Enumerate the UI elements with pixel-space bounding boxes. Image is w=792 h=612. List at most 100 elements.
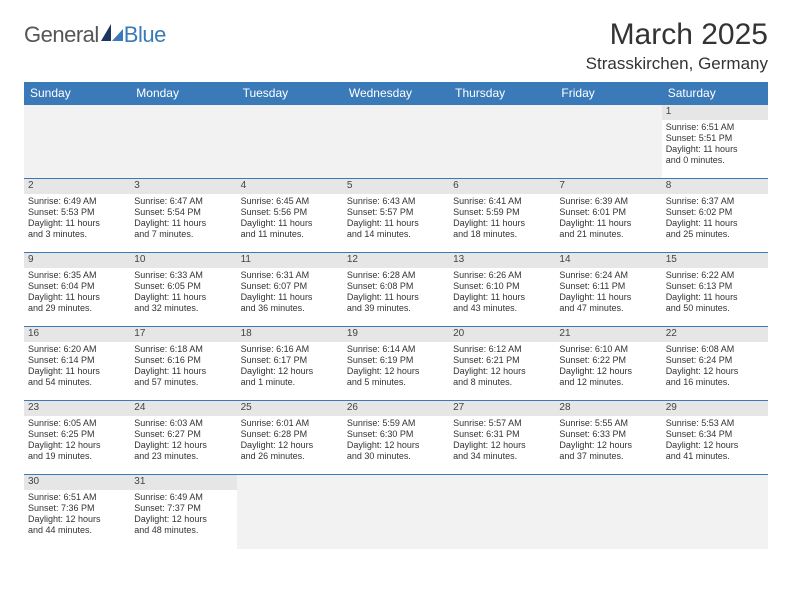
calendar-row: 2 Sunrise: 6:49 AMSunset: 5:53 PM Daylight… [24,179,768,253]
daylight-line: Daylight: 12 hours [453,440,551,451]
daylight-line: and 43 minutes. [453,303,551,314]
calendar-cell: 3Sunrise: 6:47 AMSunset: 5:54 PMDaylight… [130,179,236,253]
day-number: 13 [449,253,555,268]
daylight-line: and 3 minutes. [28,229,126,240]
daylight-line: Daylight: 12 hours [28,440,126,451]
sunset-line: Sunset: 6:27 PM [134,429,232,440]
calendar-row: 23Sunrise: 6:05 AMSunset: 6:25 PMDayligh… [24,401,768,475]
calendar-cell: 12Sunrise: 6:28 AMSunset: 6:08 PMDayligh… [343,253,449,327]
sunset-line: Sunset: 6:11 PM [559,281,657,292]
daylight-line: Daylight: 12 hours [28,514,126,525]
daylight-line: Daylight: 11 hours [134,366,232,377]
sunset-line: Sunset: 5:51 PM [666,133,764,144]
sunrise-line: Sunrise: 6:08 AM [666,344,764,355]
daylight-line: Daylight: 11 hours [666,218,764,229]
daylight-line: and 8 minutes. [453,377,551,388]
day-header: Tuesday [237,82,343,105]
sunset-line: Sunset: 6:05 PM [134,281,232,292]
calendar-cell-empty [343,475,449,549]
daylight-line: Daylight: 11 hours [347,218,445,229]
sunset-line: Sunset: 6:04 PM [28,281,126,292]
daylight-line: Daylight: 11 hours [666,144,764,155]
daylight-line: Daylight: 11 hours [559,292,657,303]
sunrise-line: Sunrise: 6:28 AM [347,270,445,281]
daylight-line: Daylight: 11 hours [241,292,339,303]
sunset-line: Sunset: 7:37 PM [134,503,232,514]
sunrise-line: Sunrise: 5:59 AM [347,418,445,429]
sunrise-line: Sunrise: 6:01 AM [241,418,339,429]
daylight-line: and 16 minutes. [666,377,764,388]
day-number: 30 [24,475,130,490]
sunset-line: Sunset: 6:07 PM [241,281,339,292]
sunset-line: Sunset: 6:19 PM [347,355,445,366]
calendar-cell: 9Sunrise: 6:35 AMSunset: 6:04 PMDaylight… [24,253,130,327]
daylight-line: Daylight: 11 hours [559,218,657,229]
sunset-line: Sunset: 5:53 PM [28,207,126,218]
daylight-line: Daylight: 12 hours [666,366,764,377]
sunset-line: Sunset: 6:28 PM [241,429,339,440]
brand-general: General [24,22,99,48]
sunrise-line: Sunrise: 6:20 AM [28,344,126,355]
sunset-line: Sunset: 5:56 PM [241,207,339,218]
daylight-line: and 29 minutes. [28,303,126,314]
sunrise-line: Sunrise: 6:37 AM [666,196,764,207]
daylight-line: and 47 minutes. [559,303,657,314]
title-block: March 2025 Strasskirchen, Germany [586,18,768,74]
daylight-line: Daylight: 12 hours [134,440,232,451]
calendar-cell-empty [237,105,343,179]
calendar-cell: 29Sunrise: 5:53 AMSunset: 6:34 PMDayligh… [662,401,768,475]
day-number: 1 [662,105,768,120]
day-number: 15 [662,253,768,268]
calendar-cell-empty [237,475,343,549]
calendar-row: 9Sunrise: 6:35 AMSunset: 6:04 PMDaylight… [24,253,768,327]
calendar-cell: 16Sunrise: 6:20 AMSunset: 6:14 PMDayligh… [24,327,130,401]
calendar-cell: 2Sunrise: 6:49 AMSunset: 5:53 PMDaylight… [24,179,130,253]
sunset-line: Sunset: 6:31 PM [453,429,551,440]
daylight-line: Daylight: 11 hours [134,292,232,303]
calendar-cell: 15Sunrise: 6:22 AMSunset: 6:13 PMDayligh… [662,253,768,327]
sunset-line: Sunset: 6:10 PM [453,281,551,292]
daylight-line: Daylight: 11 hours [453,292,551,303]
sunset-line: Sunset: 6:34 PM [666,429,764,440]
calendar-cell: 18Sunrise: 6:16 AMSunset: 6:17 PMDayligh… [237,327,343,401]
day-number: 6 [449,179,555,194]
day-number: 25 [237,401,343,416]
calendar-cell: 6Sunrise: 6:41 AMSunset: 5:59 PMDaylight… [449,179,555,253]
sunrise-line: Sunrise: 5:53 AM [666,418,764,429]
sunset-line: Sunset: 6:30 PM [347,429,445,440]
calendar-body: 1Sunrise: 6:51 AMSunset: 5:51 PMDaylight… [24,105,768,549]
calendar-cell-empty [555,105,661,179]
daylight-line: and 18 minutes. [453,229,551,240]
calendar-cell-empty [343,105,449,179]
day-number: 23 [24,401,130,416]
calendar-cell: 20Sunrise: 6:12 AMSunset: 6:21 PMDayligh… [449,327,555,401]
calendar-cell: 24Sunrise: 6:03 AMSunset: 6:27 PMDayligh… [130,401,236,475]
sunset-line: Sunset: 6:24 PM [666,355,764,366]
calendar-cell: 22Sunrise: 6:08 AMSunset: 6:24 PMDayligh… [662,327,768,401]
day-header-row: SundayMondayTuesdayWednesdayThursdayFrid… [24,82,768,105]
sunrise-line: Sunrise: 6:05 AM [28,418,126,429]
sunset-line: Sunset: 6:22 PM [559,355,657,366]
calendar-row: 16Sunrise: 6:20 AMSunset: 6:14 PMDayligh… [24,327,768,401]
day-number: 14 [555,253,661,268]
day-header: Thursday [449,82,555,105]
calendar-cell-empty [449,105,555,179]
sunrise-line: Sunrise: 5:57 AM [453,418,551,429]
day-number: 12 [343,253,449,268]
calendar-row: 1Sunrise: 6:51 AMSunset: 5:51 PMDaylight… [24,105,768,179]
daylight-line: and 21 minutes. [559,229,657,240]
location-label: Strasskirchen, Germany [586,54,768,74]
daylight-line: and 50 minutes. [666,303,764,314]
day-number: 2 [24,179,130,194]
daylight-line: and 11 minutes. [241,229,339,240]
calendar-cell: 27Sunrise: 5:57 AMSunset: 6:31 PMDayligh… [449,401,555,475]
calendar-cell: 21Sunrise: 6:10 AMSunset: 6:22 PMDayligh… [555,327,661,401]
sunset-line: Sunset: 6:33 PM [559,429,657,440]
daylight-line: Daylight: 12 hours [241,440,339,451]
sunset-line: Sunset: 5:59 PM [453,207,551,218]
sunrise-line: Sunrise: 6:49 AM [28,196,126,207]
sunrise-line: Sunrise: 6:51 AM [28,492,126,503]
sunset-line: Sunset: 6:13 PM [666,281,764,292]
daylight-line: Daylight: 12 hours [347,366,445,377]
month-title: March 2025 [586,18,768,52]
